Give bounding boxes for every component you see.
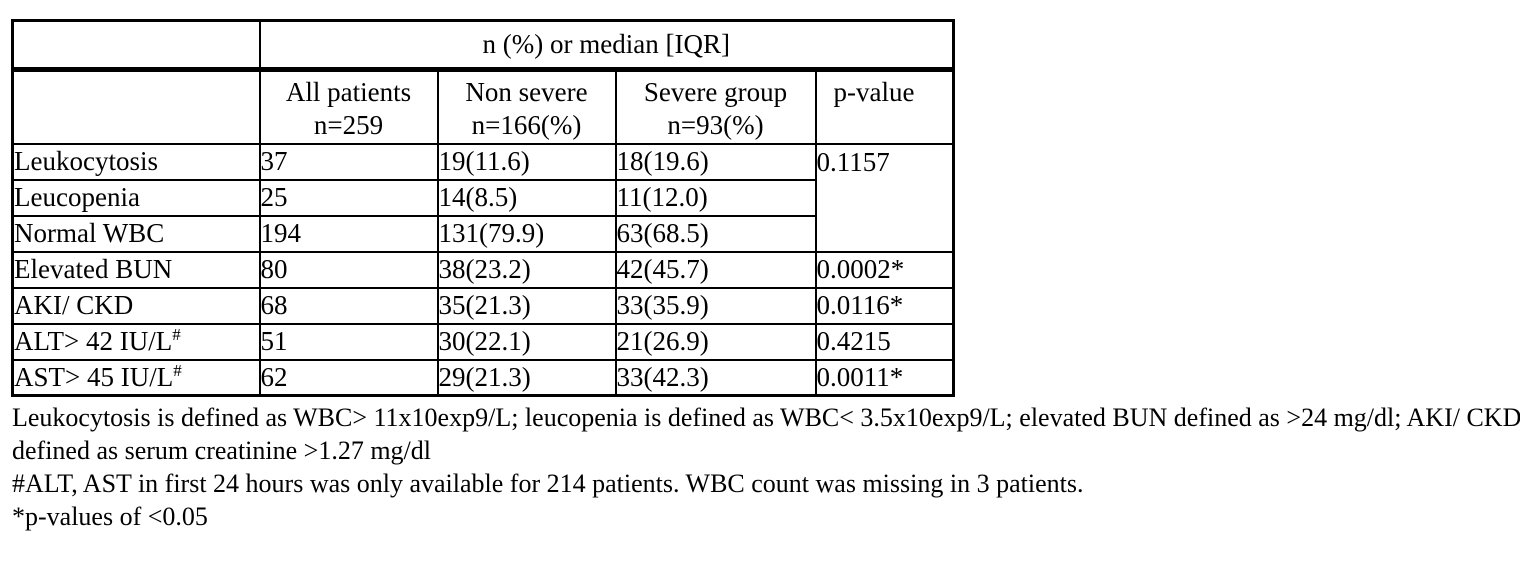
row-label: Elevated BUN	[14, 254, 173, 284]
footnote-marker-superscript: #	[172, 325, 181, 344]
all-patients-cell: 68	[258, 286, 439, 325]
p-value-cell: 0.0116*	[814, 286, 955, 325]
footnote-line-definitions-2: defined as serum creatinine >1.27 mg/dl	[12, 436, 431, 465]
row-label-cell: AST> 45 IU/L#	[11, 358, 261, 397]
table-row-aki-ckd: AKI/ CKD 68 35(21.3) 33(35.9) 0.0116*	[11, 286, 955, 325]
lab-findings-table: n (%) or median [IQR] All patients n=259…	[11, 19, 955, 397]
column-header-line1: All patients	[285, 77, 412, 107]
severe-group-cell: 63(68.5)	[614, 214, 817, 253]
column-header-line2: n=93(%)	[667, 110, 764, 140]
row-label: AST> 45 IU/L	[14, 361, 174, 392]
footnote-marker-superscript: #	[173, 360, 182, 380]
row-label-cell: ALT> 42 IU/L#	[11, 322, 261, 361]
column-header-line1: p-value	[833, 77, 915, 107]
column-header-non-severe: Non severe n=166(%)	[436, 68, 617, 145]
footnote-line-asterisk-note: *p-values of <0.05	[12, 502, 208, 531]
row-label: ALT> 42 IU/L	[14, 326, 173, 356]
spanning-header-row: n (%) or median [IQR]	[11, 19, 955, 72]
all-patients-cell: 37	[258, 142, 439, 181]
non-severe-cell: 29(21.3)	[436, 358, 617, 397]
column-header-row: All patients n=259 Non severe n=166(%) S…	[11, 68, 955, 145]
all-patients-cell: 80	[258, 250, 439, 289]
footnote-line-definitions-1: Leukocytosis is defined as WBC> 11x10exp…	[12, 403, 1520, 432]
column-header-line2: n=259	[313, 110, 384, 140]
table-row-elevated-bun: Elevated BUN 80 38(23.2) 42(45.7) 0.0002…	[11, 250, 955, 289]
all-patients-cell: 25	[258, 178, 439, 217]
table-row-leukocytosis: Leukocytosis 37 19(11.6) 18(19.6) 0.1157	[11, 142, 955, 253]
corner-empty-cell	[11, 19, 261, 72]
column-header-line1: Non severe	[465, 77, 588, 107]
row-label: AKI/ CKD	[14, 290, 134, 320]
row-label-cell: Leucopenia	[11, 178, 261, 217]
row-label-cell: Leukocytosis	[11, 142, 261, 181]
row-label-cell: AKI/ CKD	[11, 286, 261, 325]
table-row-normal-wbc: Normal WBC 194 131(79.9) 63(68.5)	[11, 214, 954, 253]
p-value-cell: 0.4215	[814, 322, 955, 361]
row-label: Leukocytosis	[14, 146, 158, 176]
row-label: Leucopenia	[14, 182, 140, 212]
non-severe-cell: 38(23.2)	[436, 250, 617, 289]
column-header-all-patients: All patients n=259	[258, 68, 439, 145]
severe-group-cell: 33(42.3)	[614, 358, 817, 397]
severe-group-cell: 21(26.9)	[614, 322, 817, 361]
table-row-ast: AST> 45 IU/L# 62 29(21.3) 33(42.3) 0.001…	[11, 358, 955, 397]
all-patients-cell: 51	[258, 322, 439, 361]
all-patients-cell: 194	[258, 214, 439, 253]
all-patients-cell: 62	[258, 358, 439, 397]
severe-group-cell: 11(12.0)	[614, 178, 817, 217]
non-severe-cell: 131(79.9)	[436, 214, 617, 253]
p-value-cell: 0.0011*	[814, 358, 955, 397]
severe-group-cell: 42(45.7)	[614, 250, 817, 289]
column-header-line1: Severe group	[643, 77, 788, 107]
non-severe-cell: 14(8.5)	[436, 178, 617, 217]
spanning-header-cell: n (%) or median [IQR]	[258, 19, 955, 72]
row-label-cell: Normal WBC	[11, 214, 261, 253]
non-severe-cell: 19(11.6)	[436, 142, 617, 181]
column-header-line2: n=166(%)	[471, 110, 582, 140]
column-header-p-value: p-value	[814, 68, 955, 145]
non-severe-cell: 30(22.1)	[436, 322, 617, 361]
severe-group-cell: 18(19.6)	[614, 142, 817, 181]
header-empty-cell	[11, 68, 261, 145]
table-row-alt: ALT> 42 IU/L# 51 30(22.1) 21(26.9) 0.421…	[11, 322, 955, 361]
table-row-leucopenia: Leucopenia 25 14(8.5) 11(12.0)	[11, 178, 954, 217]
column-header-severe-group: Severe group n=93(%)	[614, 68, 817, 145]
row-label-cell: Elevated BUN	[11, 250, 261, 289]
footnote-line-hash-note: #ALT, AST in first 24 hours was only ava…	[12, 469, 1084, 498]
row-label: Normal WBC	[14, 218, 165, 248]
p-value-merged-cell: 0.1157	[814, 142, 955, 253]
non-severe-cell: 35(21.3)	[436, 286, 617, 325]
p-value-cell: 0.0002*	[814, 250, 955, 289]
severe-group-cell: 33(35.9)	[614, 286, 817, 325]
table-footnotes: Leukocytosis is defined as WBC> 11x10exp…	[12, 401, 1520, 533]
